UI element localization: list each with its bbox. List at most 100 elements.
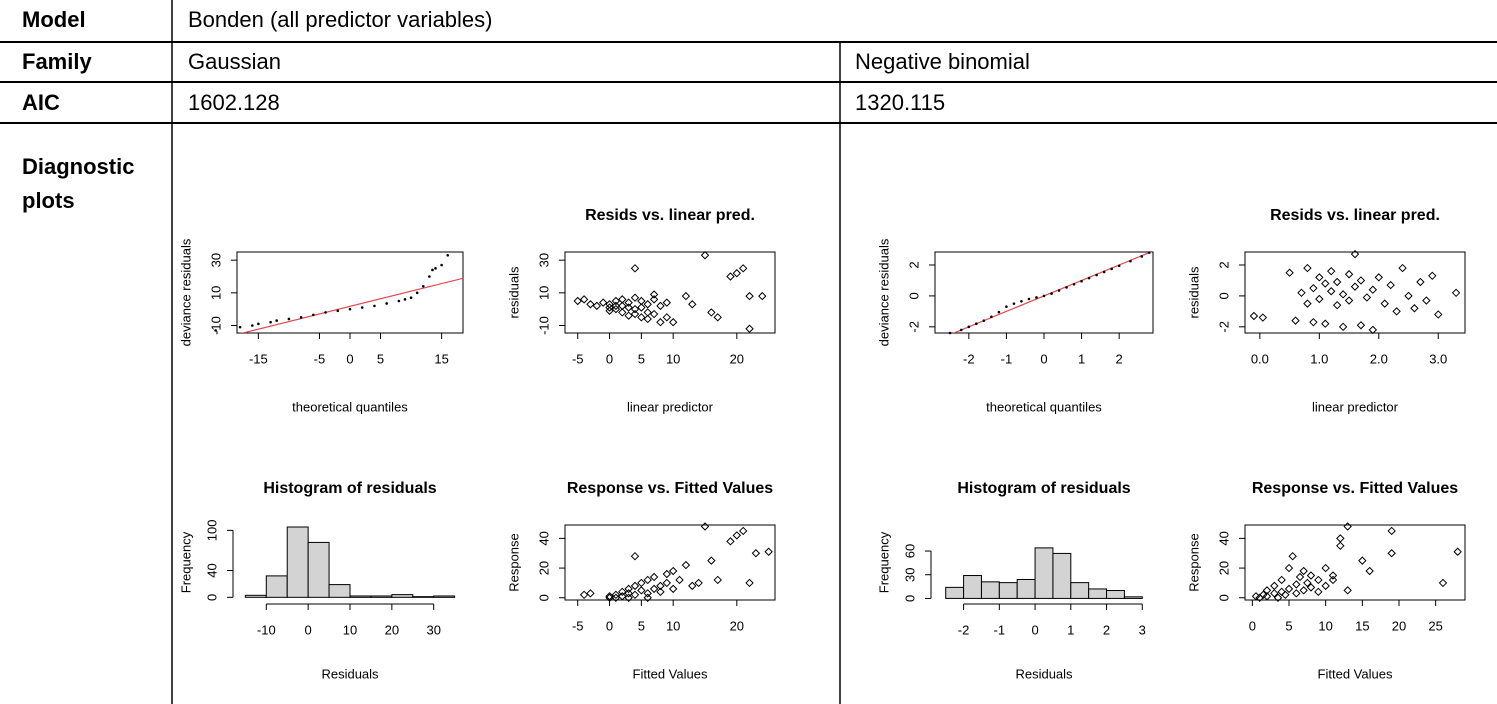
y-tick-label: 10 [536, 286, 551, 300]
bar [1106, 590, 1125, 599]
qq-point [397, 299, 401, 303]
point [656, 318, 665, 327]
plot: Histogram of residuals Residuals Frequency… [876, 480, 1145, 681]
point [694, 578, 703, 588]
x-axis-label: theoretical quantiles [986, 399, 1102, 414]
point [1315, 273, 1324, 282]
point [681, 560, 691, 570]
point [700, 522, 710, 531]
y-axis-label: residuals [1186, 266, 1201, 319]
point [726, 272, 735, 281]
point [1292, 580, 1301, 589]
x-tick-label: 5 [638, 618, 645, 633]
qq-point [434, 267, 437, 270]
qq-point [1140, 255, 1144, 258]
y-tick-label: 0 [1216, 594, 1231, 601]
row-label: Diagnostic plots [22, 154, 135, 213]
point [1328, 571, 1338, 580]
plot: Histogram of residuals Residuals Frequency… [178, 480, 456, 681]
x-tick-label: 0 [606, 618, 613, 633]
y-tick-label: -2 [1216, 321, 1231, 333]
point [1343, 522, 1352, 531]
point [656, 587, 665, 597]
y-tick-label: 20 [536, 561, 551, 575]
x-tick-label: 1 [1067, 622, 1074, 637]
qq-point [428, 275, 431, 278]
point [738, 526, 748, 536]
plot-box [564, 251, 776, 334]
x-tick-label: -5 [572, 618, 584, 633]
bar [980, 581, 1000, 599]
point [745, 324, 754, 333]
point [1309, 317, 1318, 327]
point [1288, 551, 1297, 561]
qq-point [421, 284, 425, 288]
x-tick-label: 2.0 [1370, 351, 1388, 366]
point [586, 589, 595, 598]
x-tick-label: 1 [1078, 351, 1085, 366]
point [1350, 249, 1360, 259]
bar [391, 594, 414, 598]
point [586, 300, 595, 309]
point [700, 251, 710, 260]
qq-point [1005, 305, 1008, 309]
point [618, 301, 627, 311]
point [592, 301, 602, 311]
point [1422, 296, 1431, 305]
x-tick-label: 0.0 [1251, 351, 1269, 366]
point [611, 593, 621, 602]
x-tick-label: 25 [1428, 618, 1442, 633]
x-tick-label: 0 [1031, 622, 1038, 637]
plot-box [1244, 524, 1466, 601]
qq-point [409, 296, 413, 300]
cell: 1602.128 [188, 90, 280, 115]
qq-point [1065, 286, 1068, 289]
point [1284, 563, 1294, 573]
point [1398, 263, 1407, 273]
x-tick-label: 0 [1249, 618, 1256, 633]
point [637, 313, 646, 322]
point [618, 587, 627, 597]
qq-point [373, 304, 376, 308]
point [1343, 586, 1352, 595]
point [662, 298, 672, 307]
point [726, 537, 735, 546]
qq-point [1027, 297, 1031, 301]
point [624, 589, 633, 598]
x-tick-label: 3 [1139, 622, 1146, 637]
y-axis-label: Frequency [178, 531, 193, 593]
bar [370, 595, 393, 598]
point [624, 311, 633, 320]
point [630, 551, 640, 561]
point [1299, 586, 1308, 595]
point [1387, 549, 1396, 558]
point [662, 313, 672, 322]
point [1321, 581, 1330, 591]
y-tick-label: 10 [208, 286, 223, 300]
point [643, 575, 652, 585]
x-tick-label: -15 [249, 351, 268, 366]
plot: Response vs. Fitted Values Fitted Values R… [1186, 480, 1466, 681]
y-axis-label: residuals [506, 266, 521, 319]
x-axis-label: Residuals [1015, 666, 1073, 681]
point [649, 290, 659, 299]
point [624, 593, 633, 602]
row-label: Family [22, 49, 92, 74]
row-label: Model [22, 7, 86, 32]
point [605, 303, 614, 312]
bar [244, 594, 267, 598]
y-tick-label: 0 [536, 594, 551, 601]
plot-box [1244, 251, 1466, 334]
y-tick-label: 0 [902, 595, 917, 602]
x-tick-label: 20 [1392, 618, 1406, 633]
point [1328, 575, 1338, 585]
y-tick-label: 40 [536, 531, 551, 545]
point [643, 308, 652, 317]
bar [1070, 582, 1090, 599]
y-axis-label: deviance residuals [876, 238, 891, 346]
y-tick-label: 30 [208, 253, 223, 267]
qq-point [948, 331, 952, 335]
qq-point [1050, 292, 1053, 295]
point [662, 569, 672, 579]
point [1380, 299, 1389, 308]
